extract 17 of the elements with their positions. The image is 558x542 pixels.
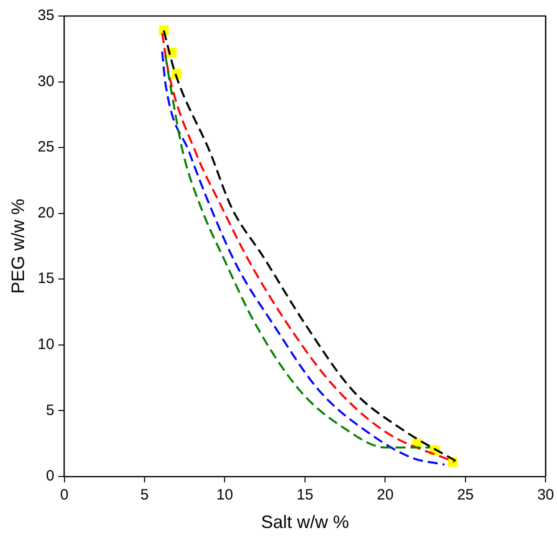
y-tick-label: 15 <box>38 270 54 288</box>
y-tick-label: 10 <box>38 336 54 353</box>
x-tick-label: 25 <box>457 486 474 504</box>
y-tick-label: 0 <box>46 468 54 485</box>
x-tick-label: 20 <box>376 486 394 504</box>
x-tick-label: 5 <box>140 486 149 504</box>
x-tick-label: 30 <box>537 486 554 504</box>
y-tick-label: 20 <box>38 204 54 222</box>
y-tick-label: 35 <box>38 7 54 24</box>
x-tick-label: 10 <box>216 486 234 504</box>
x-tick-label: 0 <box>60 486 68 504</box>
y-axis-title: PEG w/w % <box>8 198 28 294</box>
y-tick-label: 30 <box>38 72 54 90</box>
y-tick-label: 25 <box>38 138 54 156</box>
y-tick-label: 5 <box>46 402 54 419</box>
x-tick-label: 15 <box>296 486 314 504</box>
x-axis-title: Salt w/w % <box>260 512 349 532</box>
